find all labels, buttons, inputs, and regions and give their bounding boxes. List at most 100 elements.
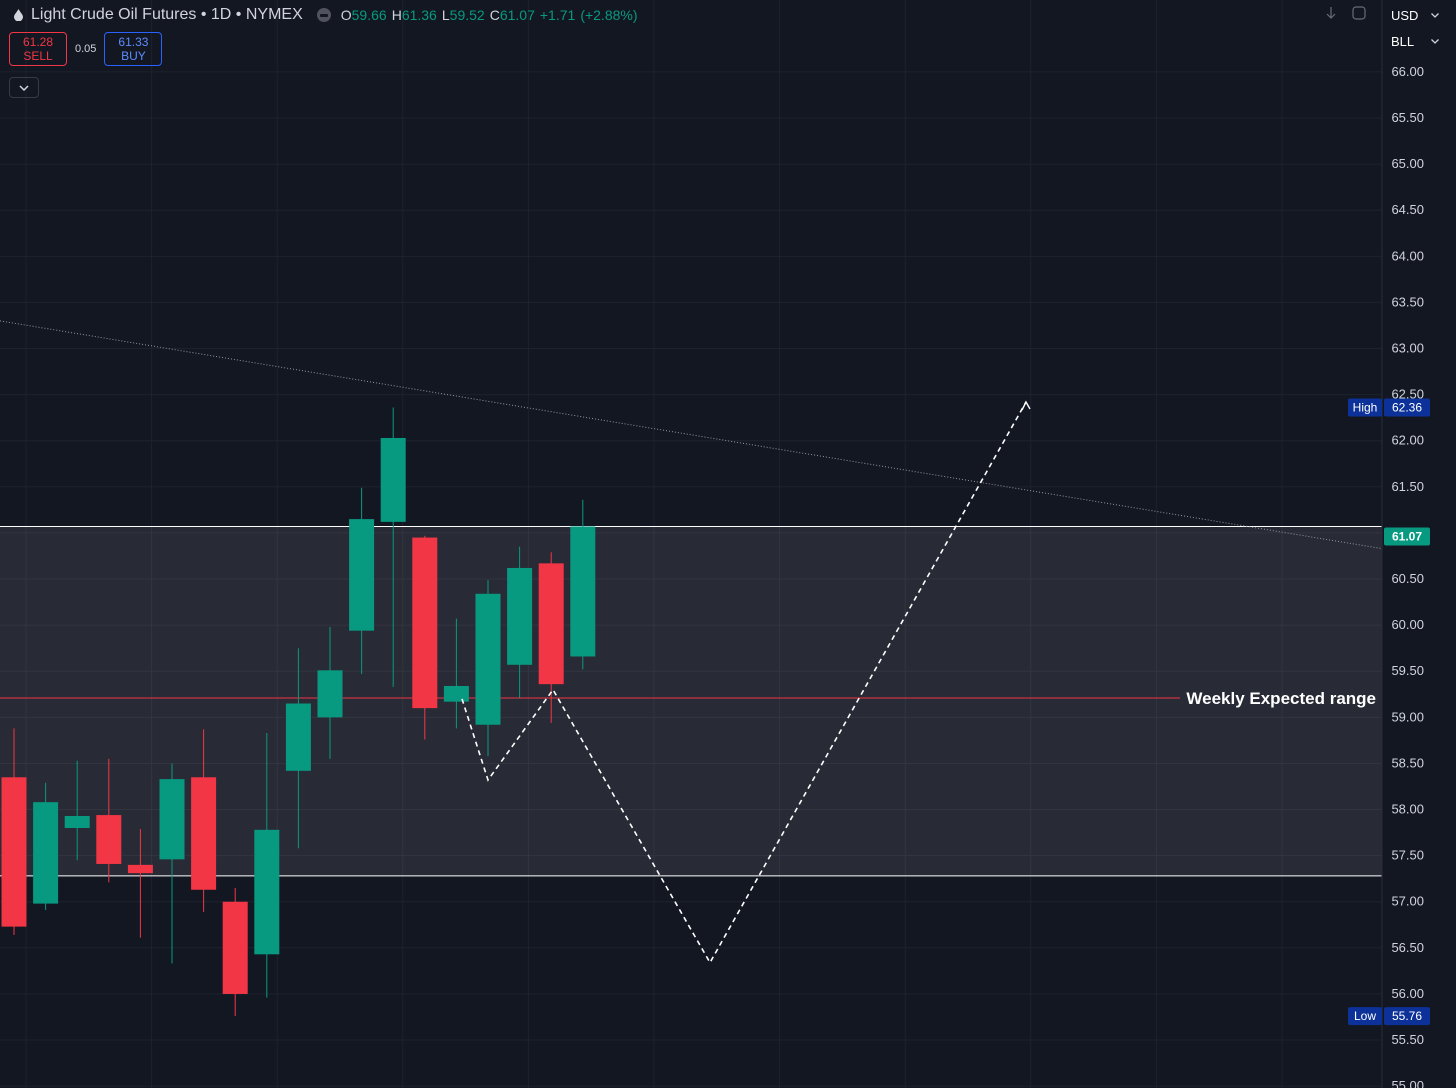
axis-tick-label: 66.00 [1391, 64, 1424, 79]
buy-button[interactable]: 61.33 BUY [104, 32, 163, 66]
low-label: L [441, 7, 450, 23]
axis-tick-label: 59.50 [1391, 663, 1424, 678]
candle-body [380, 437, 406, 522]
chevron-down-icon [1431, 12, 1439, 18]
buy-price: 61.33 [118, 35, 149, 49]
axis-tick-label: 64.00 [1391, 248, 1424, 263]
candle-body [317, 670, 343, 718]
candle[interactable] [380, 407, 406, 687]
candle[interactable] [159, 763, 185, 964]
candle[interactable] [475, 579, 501, 757]
candle[interactable] [570, 499, 596, 670]
oil-drop-icon [14, 9, 23, 21]
ohlc-legend: O59.66 H61.36 L59.52 C61.07 +1.71 (+2.88… [341, 7, 638, 23]
low-marker: Low 55.76 [1348, 1007, 1430, 1026]
high-tag [1348, 398, 1382, 417]
sell-label: SELL [23, 49, 53, 63]
chevron-down-icon [1431, 38, 1439, 44]
candle[interactable] [538, 552, 564, 723]
weekly-expected-range-zone [0, 526, 1382, 876]
projection-path[interactable] [461, 401, 1027, 965]
axis-tick-label: 55.00 [1391, 1078, 1424, 1088]
axis-tick-label: 60.50 [1391, 571, 1424, 586]
axis-tick-label: 61.50 [1391, 479, 1424, 494]
chevron-down-icon [19, 84, 29, 91]
axis-tick-label: 59.00 [1391, 709, 1424, 724]
currency-select[interactable]: USD [1385, 3, 1445, 27]
candle-body [538, 563, 564, 685]
low-value: 55.76 [1392, 1009, 1422, 1023]
candle[interactable] [64, 760, 90, 861]
buy-label: BUY [121, 49, 146, 63]
candle[interactable] [254, 733, 280, 998]
candle-body [570, 526, 596, 657]
unit-value: BLL [1391, 33, 1415, 49]
axis-tick-label: 63.00 [1391, 341, 1424, 356]
last-price: 61.07 [1392, 529, 1422, 543]
candle-body [191, 777, 217, 890]
candle-body [443, 685, 469, 702]
axis-tick-label: 65.00 [1391, 156, 1424, 171]
range-label: Weekly Expected range [1186, 689, 1376, 708]
maximize-icon[interactable] [1350, 4, 1368, 22]
candle-body [507, 567, 533, 665]
market-status-icon[interactable] [316, 8, 331, 22]
candle[interactable] [412, 535, 438, 740]
candle[interactable] [96, 758, 122, 883]
high-label: H [391, 7, 402, 23]
high-tag-label: High [1353, 401, 1378, 415]
candle-body [475, 593, 501, 725]
open-value: 59.66 [351, 7, 387, 23]
change-value: +1.71 [539, 7, 576, 23]
axis-tick-label: 63.50 [1391, 294, 1424, 309]
chart-header: Light Crude Oil Futures • 1D • NYMEX O59… [14, 4, 638, 26]
change-percent: (+2.88%) [580, 7, 638, 23]
axis-tick-label: 58.00 [1391, 802, 1424, 817]
axis-tick-label: 62.00 [1391, 433, 1424, 448]
arrow-down-icon[interactable] [1322, 4, 1340, 22]
axis-tick-label: 58.50 [1391, 755, 1424, 770]
last-price-badge [1384, 527, 1430, 546]
candles [1, 407, 596, 1017]
axis-tick-label: 56.50 [1391, 940, 1424, 955]
projection-arrowhead [1021, 400, 1031, 411]
symbol-title[interactable]: Light Crude Oil Futures • 1D • NYMEX [31, 6, 303, 23]
candle[interactable] [443, 618, 469, 729]
axis-tick-label: 55.50 [1391, 1032, 1424, 1047]
axis-tick-label: 57.50 [1391, 848, 1424, 863]
candle[interactable] [349, 487, 375, 675]
close-label: C [489, 7, 500, 23]
candle[interactable] [285, 648, 311, 849]
spread-value: 0.05 [75, 43, 97, 55]
candle-body [159, 779, 185, 860]
candle[interactable] [507, 546, 533, 698]
candle-body [64, 816, 90, 828]
axis-tick-label: 62.50 [1391, 387, 1424, 402]
candle[interactable] [317, 626, 343, 759]
trade-panel: 61.28 SELL 0.05 61.33 BUY [9, 32, 163, 66]
candle-body [33, 802, 59, 904]
low-tag-label: Low [1354, 1009, 1376, 1023]
candle-body [285, 703, 311, 771]
unit-select[interactable]: BLL [1385, 29, 1445, 53]
currency-value: USD [1391, 7, 1419, 23]
candle[interactable] [127, 828, 153, 938]
candle[interactable] [191, 729, 217, 912]
trendline[interactable] [0, 320, 1383, 550]
collapse-legend-button[interactable] [9, 77, 39, 98]
low-value: 59.52 [449, 7, 485, 23]
axis-tick-label: 64.50 [1391, 202, 1424, 217]
low-tag [1348, 1007, 1382, 1026]
candle-body [127, 864, 153, 874]
axis-tick-label: 57.00 [1391, 894, 1424, 909]
candle[interactable] [1, 728, 27, 935]
candle[interactable] [33, 782, 59, 911]
high-marker: High 62.36 [1348, 398, 1430, 417]
candle-body [1, 777, 27, 927]
high-value-badge [1384, 398, 1430, 417]
high-value: 62.36 [1392, 401, 1422, 415]
last-price-marker: 61.07 [1384, 527, 1430, 546]
sell-button[interactable]: 61.28 SELL [9, 32, 67, 66]
candle[interactable] [222, 887, 248, 1017]
